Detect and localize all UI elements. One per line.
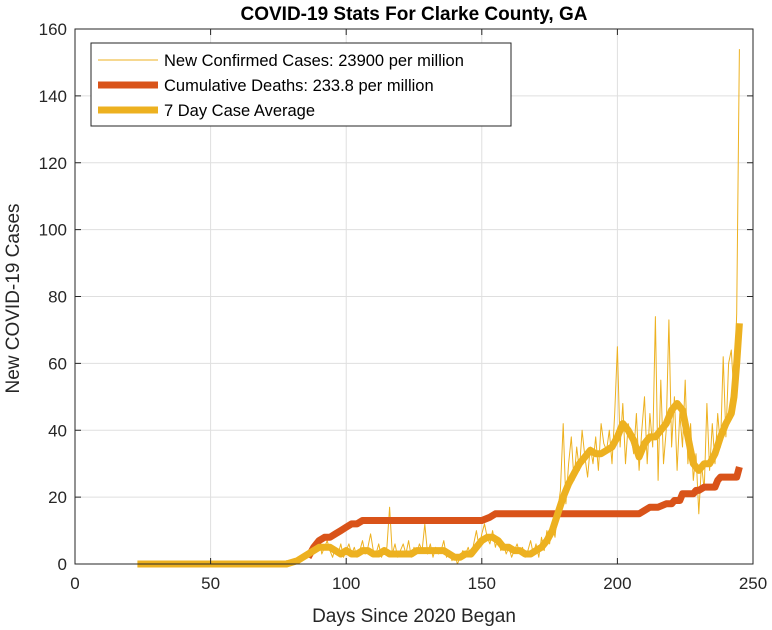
y-tick-label: 120 [39,154,67,173]
legend-entry: New Confirmed Cases: 23900 per million [164,52,464,70]
x-tick-label: 250 [739,574,767,593]
y-tick-label: 80 [48,288,67,307]
y-tick-label: 140 [39,87,67,106]
series-line-2 [305,466,743,559]
series-line-3 [137,323,743,568]
x-tick-label: 150 [468,574,496,593]
y-tick-label: 20 [48,488,67,507]
y-tick-label: 60 [48,354,67,373]
legend: New Confirmed Cases: 23900 per million Cu… [90,42,512,127]
x-tick-label: 0 [70,574,79,593]
x-tick-label: 200 [603,574,631,593]
x-axis-label: Days Since 2020 Began [312,606,516,627]
legend-entry: Cumulative Deaths: 233.8 per million [164,77,434,95]
y-axis-label: New COVID-19 Cases [3,203,24,393]
series-layer [137,49,743,568]
legend-entry: 7 Day Case Average [164,102,315,120]
x-tick-label: 100 [332,574,360,593]
y-tick-label: 100 [39,221,67,240]
y-tick-label: 0 [58,555,67,574]
chart-title: COVID-19 Stats For Clarke County, GA [241,4,588,25]
axis-ticks: 0 50 100 150 200 250 0 20 40 60 80 100 120 140 160 [39,20,768,593]
y-tick-label: 160 [39,20,67,39]
legend-box [90,42,512,127]
y-tick-label: 40 [48,421,67,440]
x-tick-label: 50 [201,574,220,593]
